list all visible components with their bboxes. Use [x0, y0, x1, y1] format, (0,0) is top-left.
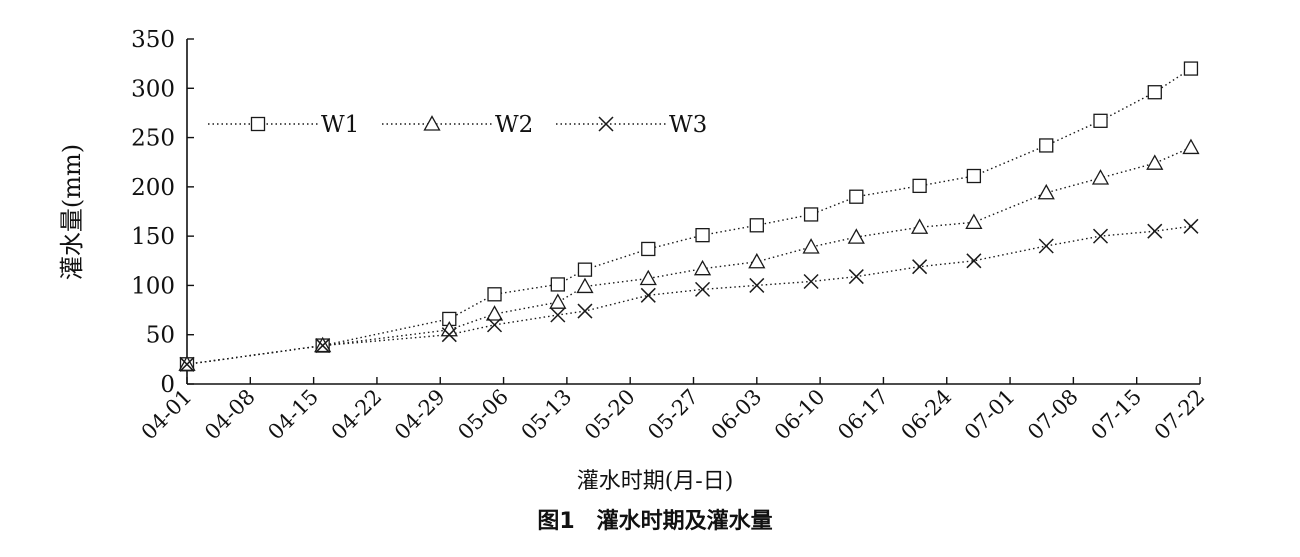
point-w3 — [695, 281, 711, 297]
y-tick-label: 200 — [131, 175, 175, 201]
legend-label-w2: W2 — [495, 112, 533, 138]
point-w2 — [1146, 154, 1164, 170]
point-w3 — [550, 307, 566, 323]
point-w1 — [1183, 61, 1199, 76]
point-w2 — [965, 213, 983, 229]
point-w2 — [847, 228, 865, 244]
point-w3 — [1038, 238, 1054, 254]
y-tick-label: 300 — [131, 76, 175, 102]
series-markers — [178, 61, 1200, 372]
point-w1 — [695, 228, 710, 243]
figure-caption: 图1 灌水时期及灌水量 — [537, 508, 772, 534]
y-tick-label: 150 — [131, 224, 175, 250]
y-tick-label: 50 — [146, 323, 175, 349]
point-w3 — [848, 269, 864, 285]
point-w1 — [487, 287, 502, 302]
point-w2 — [576, 277, 594, 294]
point-w2 — [440, 320, 458, 337]
x-tick-label: 07-01 — [960, 385, 1020, 445]
point-w2 — [1182, 138, 1200, 155]
point-w3 — [315, 338, 331, 354]
point-w3 — [577, 303, 593, 319]
legend-label-w1: W1 — [321, 112, 359, 138]
point-w3 — [749, 277, 765, 293]
point-w1 — [577, 262, 593, 277]
legend-marker-w2 — [423, 115, 441, 131]
point-w3 — [966, 253, 982, 269]
point-w1 — [550, 277, 565, 292]
y-axis-label: 灌水量(mm) — [58, 144, 86, 280]
point-w2 — [1037, 183, 1055, 200]
point-w1 — [849, 189, 864, 204]
x-tick-label: 07-08 — [1023, 385, 1083, 445]
point-w2 — [1091, 169, 1110, 185]
x-ticks: 04-01 04-08 04-15 04-22 04-29 05-06 05-13 05-20… — [137, 377, 1210, 444]
point-w3 — [1147, 223, 1163, 239]
point-w3 — [486, 317, 503, 333]
x-tick-label: 05-20 — [580, 385, 640, 445]
series-line-w3 — [186, 225, 1192, 365]
point-w2 — [639, 269, 657, 286]
point-w3 — [1092, 228, 1109, 244]
x-tick-label: 04-15 — [263, 385, 323, 445]
y-tick-label: 0 — [160, 372, 175, 398]
point-w1 — [749, 218, 764, 233]
point-w3 — [803, 273, 819, 290]
x-tick-label: 04-08 — [200, 385, 260, 445]
point-w1 — [803, 207, 819, 222]
x-tick-label: 05-27 — [643, 385, 703, 445]
axes — [186, 39, 1200, 385]
x-tick-label: 05-13 — [517, 385, 577, 445]
point-w2 — [693, 259, 712, 276]
x-tick-label: 05-06 — [453, 385, 513, 445]
x-tick-label: 06-03 — [707, 385, 767, 445]
point-w3 — [179, 356, 195, 372]
point-w2 — [748, 252, 766, 269]
point-w2 — [485, 305, 504, 321]
x-tick-label: 07-22 — [1150, 385, 1210, 445]
point-w2 — [802, 238, 820, 254]
point-w3 — [640, 287, 656, 303]
x-tick-label: 06-10 — [770, 385, 830, 445]
x-tick-label: 04-22 — [327, 385, 387, 445]
y-tick-label: 250 — [131, 126, 175, 152]
x-tick-label: 06-17 — [833, 385, 893, 445]
point-w1 — [641, 241, 656, 257]
x-tick-label: 06-24 — [897, 385, 957, 445]
point-w2 — [911, 218, 929, 234]
legend: W1 W2 W3 — [208, 112, 707, 138]
series-line-w2 — [186, 146, 1192, 365]
point-w1 — [1093, 113, 1108, 128]
x-axis-label: 灌水时期(月-日) — [577, 469, 734, 494]
x-tick-label: 07-15 — [1086, 385, 1146, 445]
legend-label-w3: W3 — [669, 112, 707, 138]
point-w3 — [441, 327, 457, 343]
point-w1 — [1039, 138, 1054, 153]
x-tick-label: 04-29 — [390, 385, 450, 445]
point-w2 — [549, 293, 567, 309]
y-tick-label: 100 — [131, 273, 175, 299]
y-tick-label: 350 — [131, 27, 175, 53]
legend-marker-w3 — [598, 116, 614, 132]
point-w1 — [966, 168, 982, 184]
point-w3 — [1183, 218, 1199, 234]
legend-marker-w1 — [250, 116, 266, 132]
point-w1 — [912, 178, 927, 194]
y-ticks: 0 50 100 150 200 250 300 350 — [131, 27, 194, 398]
point-w1 — [1147, 85, 1162, 100]
point-w3 — [912, 259, 928, 275]
